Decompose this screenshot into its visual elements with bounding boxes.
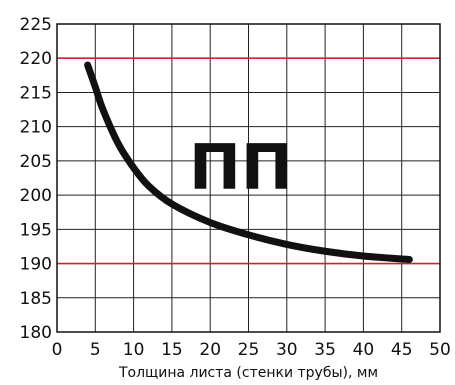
y-tick-label: 195 bbox=[20, 220, 52, 240]
annotation-label: ПП bbox=[189, 130, 293, 203]
x-tick-label: 10 bbox=[123, 340, 145, 360]
x-tick-label: 45 bbox=[391, 340, 413, 360]
y-tick-label: 200 bbox=[20, 186, 52, 206]
x-tick-label: 30 bbox=[276, 340, 298, 360]
x-axis-title: Толщина листа (стенки трубы), мм bbox=[118, 365, 378, 381]
x-tick-label: 5 bbox=[90, 340, 101, 360]
x-tick-label: 40 bbox=[353, 340, 375, 360]
x-tick-label: 15 bbox=[161, 340, 183, 360]
y-tick-label: 185 bbox=[20, 289, 52, 309]
y-tick-label: 180 bbox=[20, 323, 52, 343]
y-tick-label: 215 bbox=[20, 83, 52, 103]
x-tick-label: 0 bbox=[52, 340, 63, 360]
x-tick-label: 20 bbox=[199, 340, 221, 360]
y-tick-label: 225 bbox=[20, 15, 52, 35]
x-tick-label: 25 bbox=[238, 340, 260, 360]
series-line-0 bbox=[84, 61, 413, 263]
x-tick-label: 50 bbox=[429, 340, 451, 360]
x-tick-label: 35 bbox=[314, 340, 336, 360]
plot-frame bbox=[56, 23, 441, 333]
y-tick-label: 190 bbox=[20, 255, 52, 275]
y-tick-label: 220 bbox=[20, 49, 52, 69]
y-tick-label: 210 bbox=[20, 118, 52, 138]
y-tick-label: 205 bbox=[20, 152, 52, 172]
